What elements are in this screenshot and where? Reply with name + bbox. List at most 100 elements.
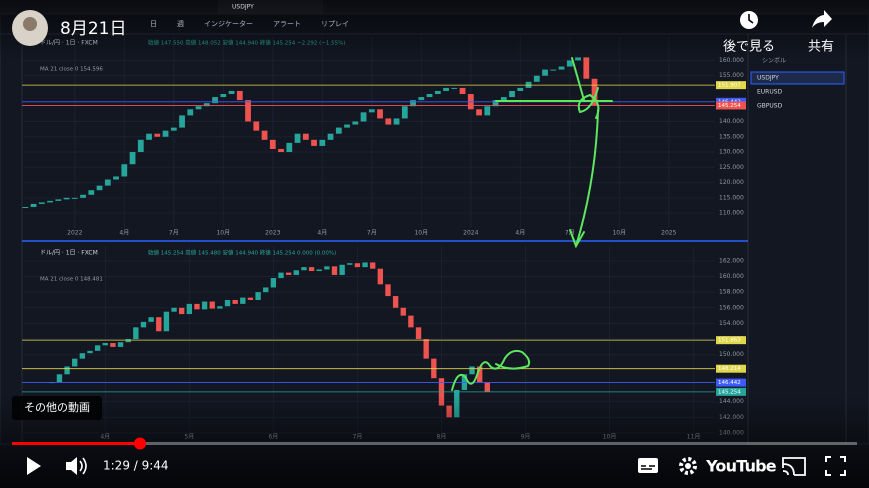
more-videos-label[interactable]: その他の動画 <box>24 400 90 414</box>
candle <box>400 307 406 316</box>
volume-button[interactable] <box>66 457 77 475</box>
candle <box>96 185 103 191</box>
candle <box>187 109 194 116</box>
toolbar-item[interactable]: 日 <box>150 20 157 28</box>
watch-later-label[interactable]: 後で見る <box>723 40 775 55</box>
time-display: 1:29 / 9:44 <box>103 459 169 473</box>
candle <box>533 75 540 82</box>
candle <box>509 90 515 98</box>
candle <box>319 139 326 146</box>
candle <box>362 262 368 268</box>
watchlist-symbol[interactable]: EURUSD <box>757 89 783 96</box>
candle <box>104 179 111 186</box>
candle <box>217 306 223 309</box>
candle <box>484 382 490 392</box>
ohlc-readout: 始値 145.254 高値 145.480 安値 144.940 終値 145.… <box>148 249 336 257</box>
candle <box>133 327 139 340</box>
candle <box>220 94 227 98</box>
x-tick-label: 2025 <box>661 230 676 237</box>
candle <box>360 112 367 122</box>
price-tag <box>716 378 746 387</box>
price-tag <box>716 336 746 345</box>
cast-button[interactable] <box>782 457 806 476</box>
x-tick-label: 4月 <box>119 230 129 237</box>
candle <box>22 206 29 208</box>
y-tick-label: 135.000 <box>719 133 744 140</box>
candle <box>212 97 218 104</box>
video-title[interactable]: 8月21日 <box>60 19 126 39</box>
progress-played <box>12 442 140 445</box>
candle <box>171 307 177 312</box>
price-tag-label: 151.863 <box>718 338 741 344</box>
fullscreen-button[interactable] <box>825 456 846 476</box>
candle <box>469 366 475 375</box>
candle <box>327 133 334 140</box>
candle <box>253 121 260 131</box>
price-tag-label: 145.254 <box>718 103 741 109</box>
candle <box>558 66 565 70</box>
progress-track[interactable] <box>12 442 857 445</box>
candle <box>224 299 231 307</box>
candle <box>236 90 243 101</box>
price-tag-label: 145.254 <box>718 389 741 395</box>
play-button[interactable] <box>27 457 41 475</box>
progress-scrubber[interactable] <box>134 437 146 450</box>
candle <box>385 118 392 125</box>
y-tick-label: 125.000 <box>719 164 744 171</box>
candle <box>459 87 466 95</box>
candle <box>517 87 524 91</box>
watchlist-symbol[interactable]: USDJPY <box>757 75 779 82</box>
candle <box>408 315 414 328</box>
x-tick-label: 10月 <box>612 230 626 237</box>
candle <box>311 139 317 146</box>
candle <box>352 121 359 125</box>
candle <box>368 109 375 113</box>
watchlist-symbol[interactable]: GBPUSD <box>757 103 783 110</box>
candle <box>72 358 78 367</box>
candle <box>121 164 128 177</box>
toolbar-item[interactable]: 週 <box>177 19 184 28</box>
toolbar-item[interactable]: インジケーター <box>204 19 253 28</box>
candle <box>47 200 53 203</box>
x-tick-label: 7月 <box>169 230 179 237</box>
candle <box>335 127 342 134</box>
candle <box>255 292 261 300</box>
share-icon[interactable] <box>812 10 832 28</box>
candle <box>278 148 284 153</box>
candle <box>102 343 108 346</box>
x-tick-label: 7月 <box>367 230 377 237</box>
candle <box>156 317 162 332</box>
candle <box>137 139 144 153</box>
toolbar-item[interactable]: リプレイ <box>321 20 349 28</box>
candle <box>64 366 70 375</box>
left-toolbar <box>0 33 23 445</box>
youtube-logo[interactable]: YouTube <box>705 457 778 476</box>
candle <box>140 321 147 328</box>
y-tick-label: 120.000 <box>719 179 744 186</box>
candle <box>269 139 276 149</box>
candle <box>316 269 322 272</box>
y-tick-label: 160.000 <box>719 57 744 64</box>
right-icon-strip <box>845 33 869 445</box>
candle <box>125 339 131 343</box>
pen-stroke <box>571 57 585 101</box>
x-tick-label: 2022 <box>67 230 82 237</box>
candle <box>302 133 309 140</box>
candle <box>293 270 299 275</box>
selected-row <box>750 71 845 85</box>
candle <box>426 94 433 98</box>
subtitles-lines <box>641 465 655 470</box>
toolbar-item[interactable]: アラート <box>273 20 301 28</box>
candle <box>201 301 208 310</box>
candle <box>146 133 152 140</box>
settings-button[interactable] <box>679 457 697 475</box>
candle <box>56 374 63 383</box>
candle <box>179 307 185 315</box>
charts: 160.000 155.000 140.000 135.000 130.000 125.0… <box>22 36 746 441</box>
more-videos-button[interactable] <box>12 396 102 420</box>
share-label[interactable]: 共有 <box>808 40 834 55</box>
candle <box>148 317 154 322</box>
candle <box>393 118 400 125</box>
y-tick-label: 155.000 <box>719 72 744 79</box>
candle <box>285 272 292 275</box>
